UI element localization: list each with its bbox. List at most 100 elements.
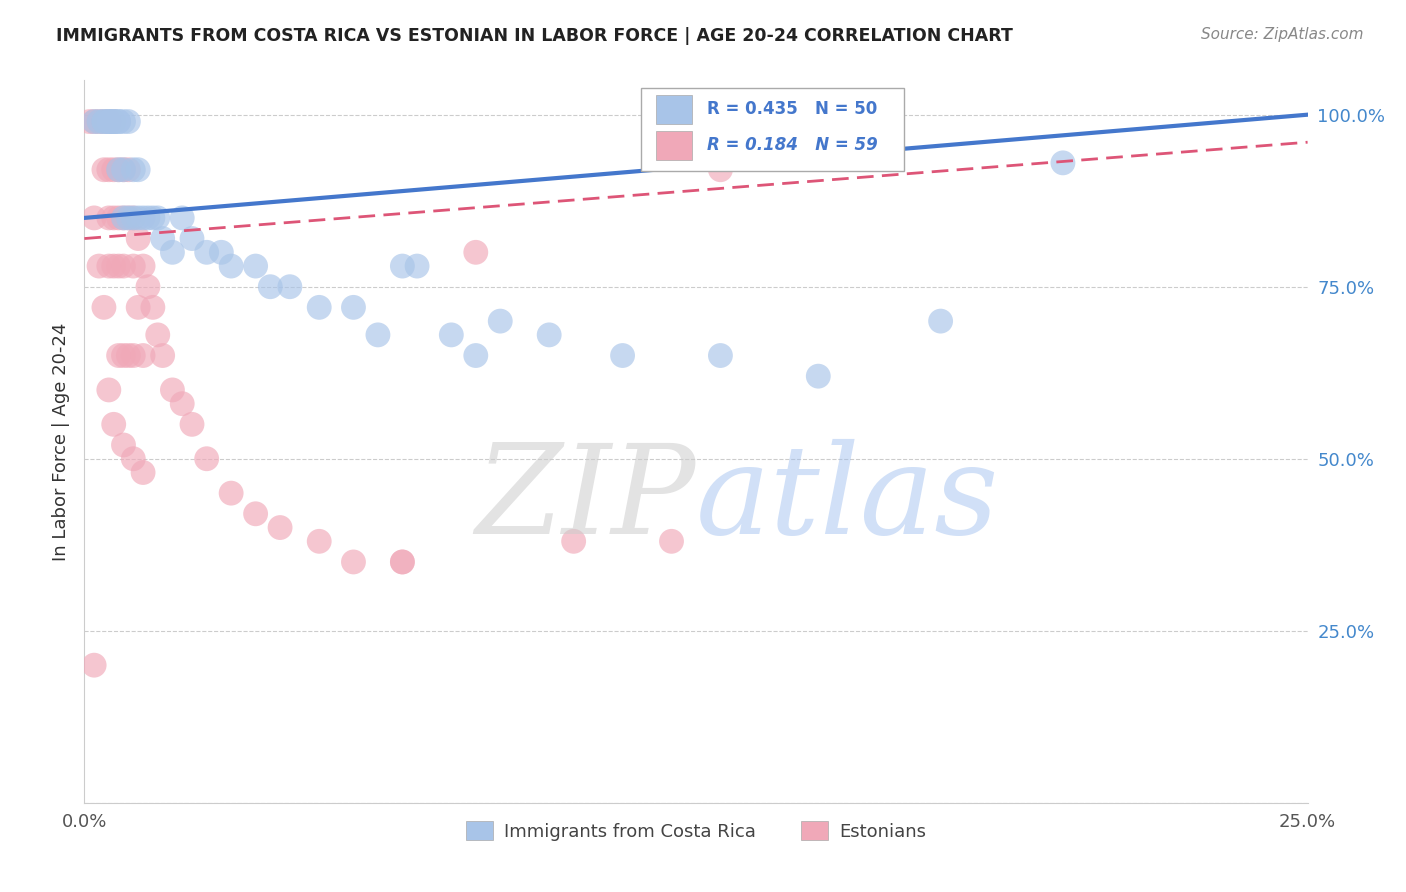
Text: atlas: atlas	[696, 439, 1000, 560]
Point	[93, 162, 115, 177]
Point	[538, 327, 561, 342]
Point	[93, 114, 115, 128]
Point	[132, 211, 155, 225]
Point	[103, 114, 125, 128]
Point	[93, 301, 115, 315]
Point	[77, 114, 100, 128]
Point	[162, 245, 184, 260]
Point	[929, 314, 952, 328]
Point	[127, 301, 149, 315]
Point	[464, 245, 486, 260]
Text: IMMIGRANTS FROM COSTA RICA VS ESTONIAN IN LABOR FORCE | AGE 20-24 CORRELATION CH: IMMIGRANTS FROM COSTA RICA VS ESTONIAN I…	[56, 27, 1014, 45]
Point	[391, 555, 413, 569]
Point	[172, 211, 194, 225]
Point	[807, 369, 830, 384]
Point	[97, 259, 120, 273]
Point	[464, 349, 486, 363]
Point	[103, 162, 125, 177]
Point	[83, 211, 105, 225]
Point	[112, 211, 135, 225]
Point	[112, 349, 135, 363]
Point	[367, 327, 389, 342]
Point	[107, 114, 129, 128]
Point	[181, 231, 204, 245]
Point	[342, 301, 364, 315]
Point	[132, 259, 155, 273]
Point	[195, 451, 218, 466]
Point	[112, 438, 135, 452]
Point	[97, 162, 120, 177]
Point	[103, 114, 125, 128]
Point	[132, 466, 155, 480]
Point	[195, 245, 218, 260]
Point	[278, 279, 301, 293]
Point	[342, 555, 364, 569]
Bar	[655, 131, 692, 160]
Point	[122, 211, 145, 225]
Point	[103, 114, 125, 128]
Point	[219, 486, 242, 500]
Point	[127, 162, 149, 177]
Point	[391, 259, 413, 273]
Point	[136, 279, 159, 293]
Point	[136, 211, 159, 225]
Point	[112, 162, 135, 177]
Point	[112, 114, 135, 128]
Point	[97, 383, 120, 397]
Point	[406, 259, 429, 273]
Text: Source: ZipAtlas.com: Source: ZipAtlas.com	[1201, 27, 1364, 42]
Point	[117, 162, 139, 177]
Point	[117, 114, 139, 128]
Point	[209, 245, 232, 260]
Point	[107, 162, 129, 177]
Point	[132, 349, 155, 363]
FancyBboxPatch shape	[641, 87, 904, 170]
Point	[97, 114, 120, 128]
Point	[661, 534, 683, 549]
Point	[112, 259, 135, 273]
Point	[103, 417, 125, 432]
Point	[308, 301, 330, 315]
Point	[122, 451, 145, 466]
Point	[709, 349, 731, 363]
Point	[269, 520, 291, 534]
Y-axis label: In Labor Force | Age 20-24: In Labor Force | Age 20-24	[52, 322, 70, 561]
Point	[612, 349, 634, 363]
Point	[83, 658, 105, 673]
Point	[97, 114, 120, 128]
Point	[112, 162, 135, 177]
Point	[219, 259, 242, 273]
Point	[122, 349, 145, 363]
Text: ZIP: ZIP	[475, 439, 696, 560]
Point	[172, 397, 194, 411]
Point	[127, 231, 149, 245]
Point	[489, 314, 512, 328]
Bar	[655, 95, 692, 124]
Text: R = 0.184   N = 59: R = 0.184 N = 59	[707, 136, 877, 154]
Point	[391, 555, 413, 569]
Point	[112, 211, 135, 225]
Text: R = 0.435   N = 50: R = 0.435 N = 50	[707, 100, 877, 118]
Legend: Immigrants from Costa Rica, Estonians: Immigrants from Costa Rica, Estonians	[458, 814, 934, 848]
Point	[562, 534, 585, 549]
Point	[245, 507, 267, 521]
Point	[107, 349, 129, 363]
Point	[107, 162, 129, 177]
Point	[440, 327, 463, 342]
Point	[259, 279, 281, 293]
Point	[181, 417, 204, 432]
Point	[107, 211, 129, 225]
Point	[142, 211, 165, 225]
Point	[117, 211, 139, 225]
Point	[709, 162, 731, 177]
Point	[308, 534, 330, 549]
Point	[122, 211, 145, 225]
Point	[107, 114, 129, 128]
Point	[1052, 156, 1074, 170]
Point	[87, 114, 110, 128]
Point	[93, 114, 115, 128]
Point	[122, 162, 145, 177]
Point	[97, 114, 120, 128]
Point	[107, 259, 129, 273]
Point	[97, 114, 120, 128]
